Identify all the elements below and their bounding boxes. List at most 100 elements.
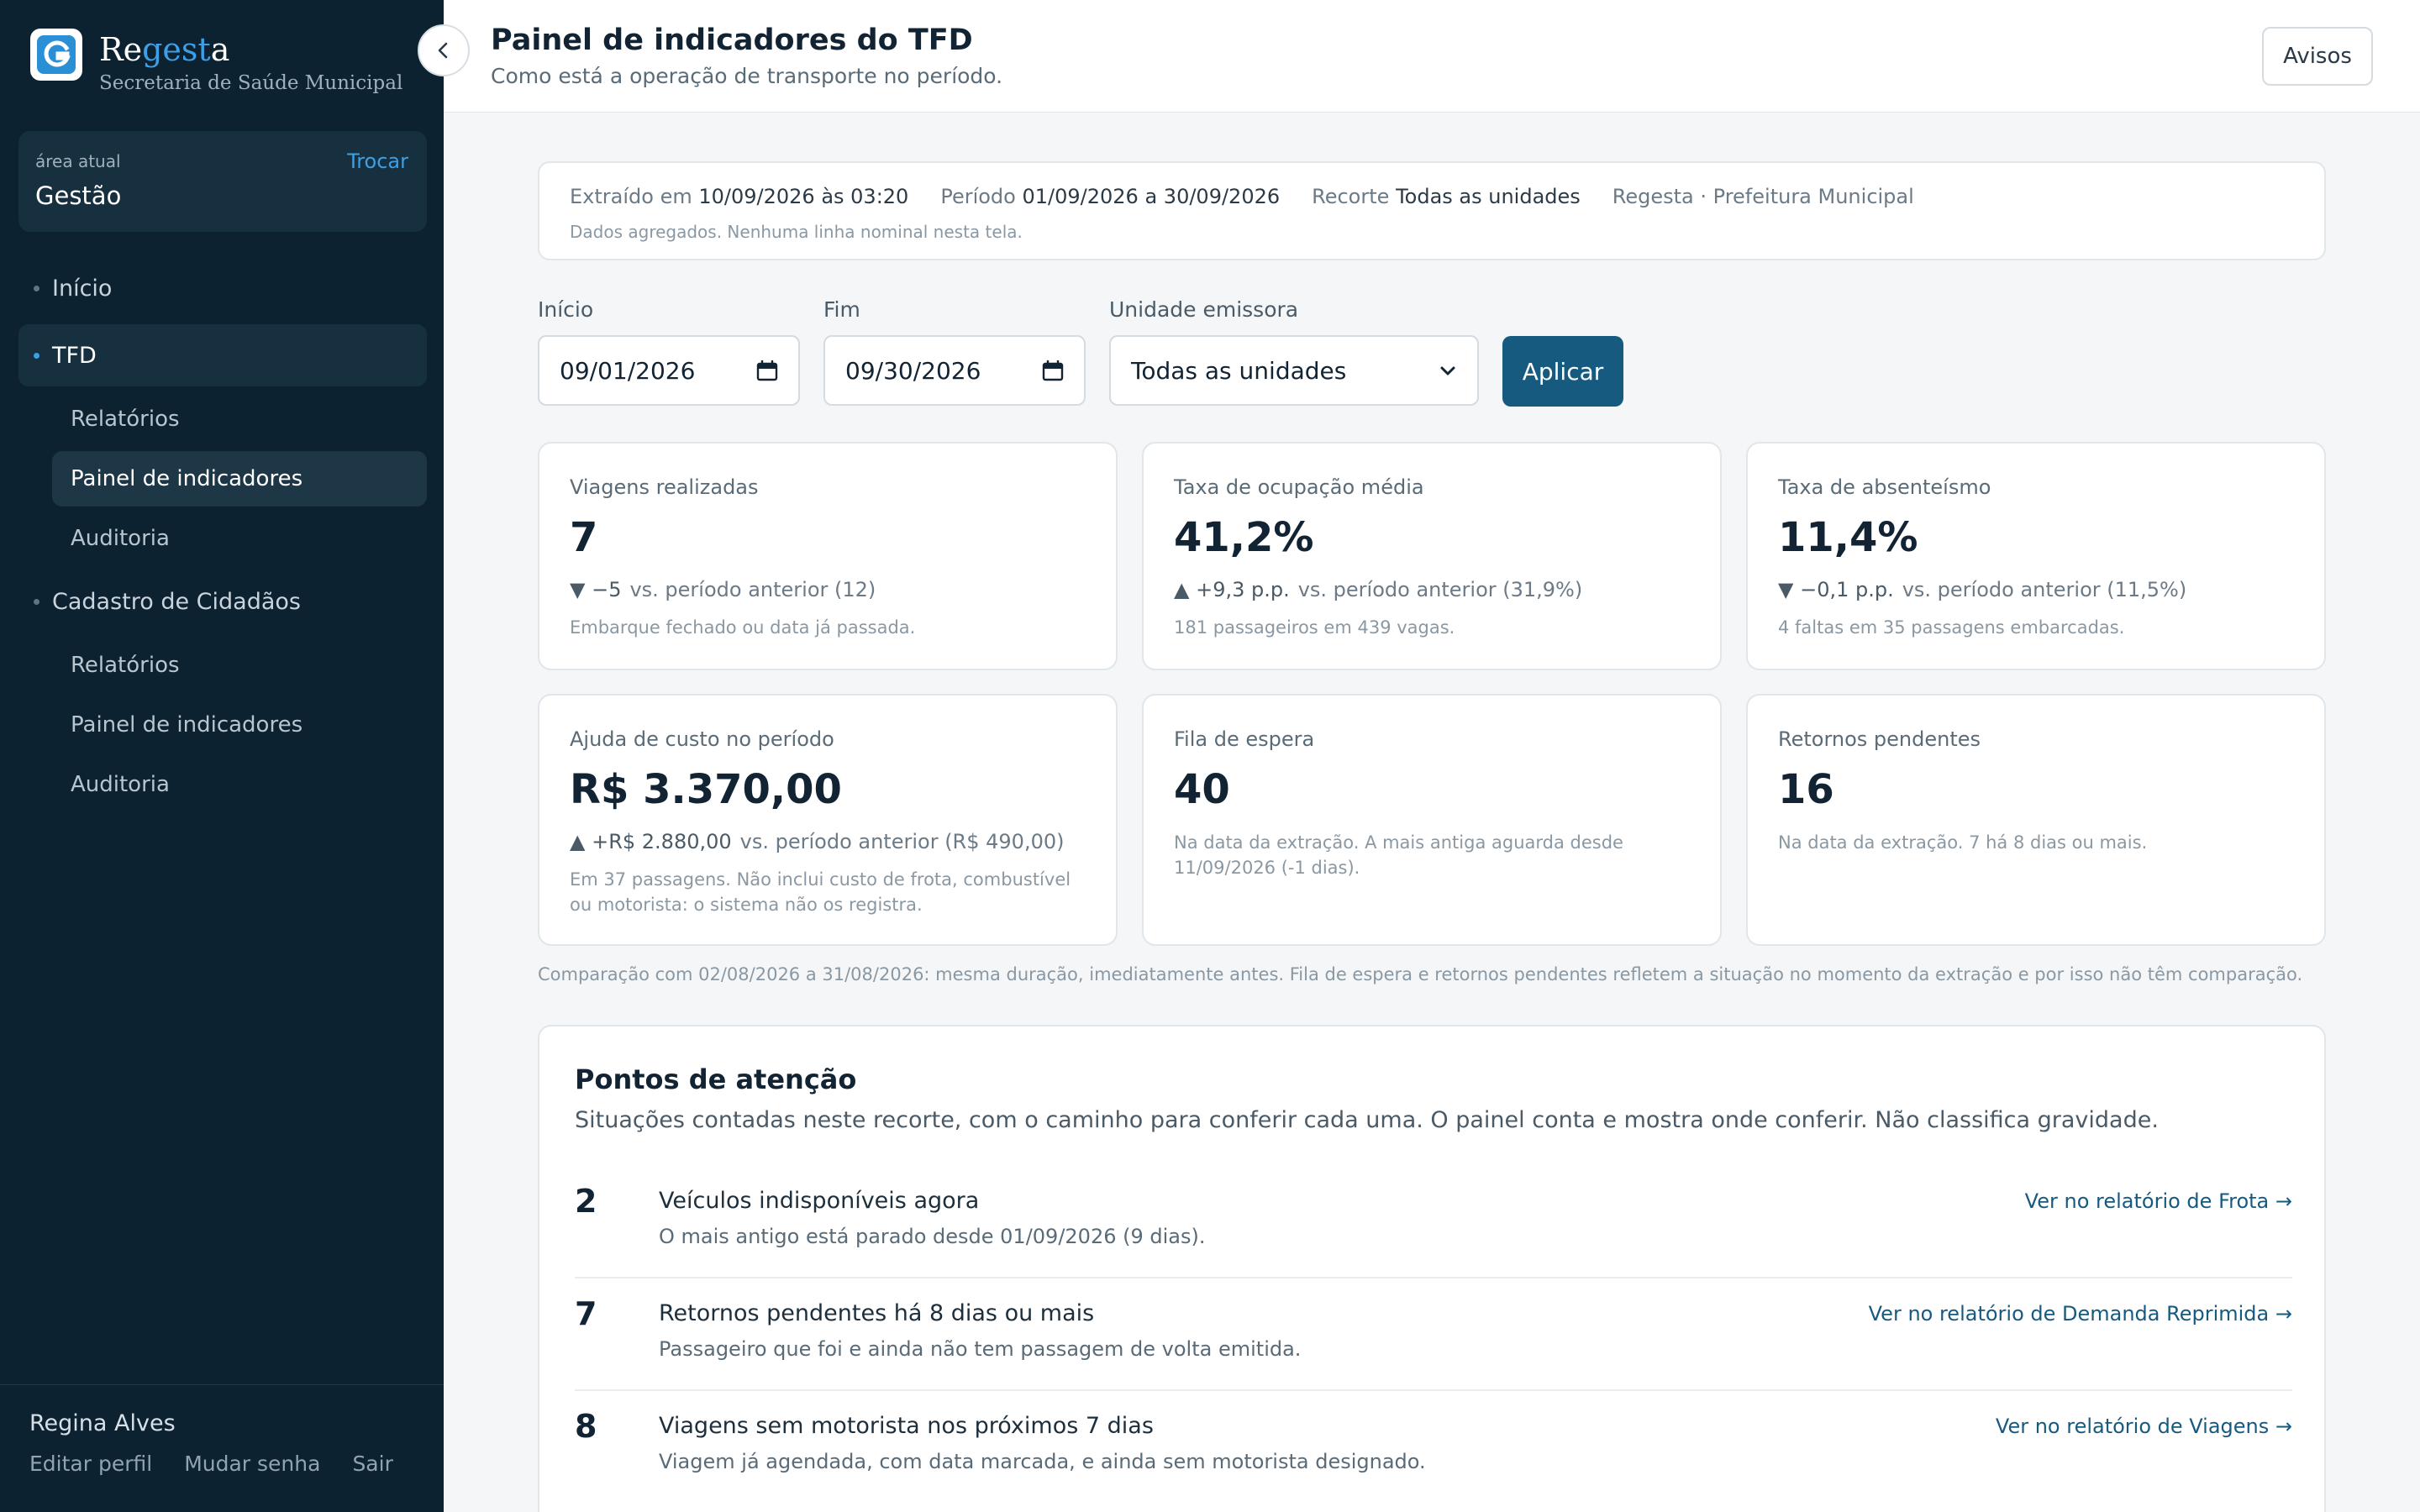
- sidebar-item-label: Cadastro de Cidadãos: [52, 588, 301, 615]
- attention-row: 7 Retornos pendentes há 8 dias ou mais P…: [575, 1278, 2292, 1391]
- current-area-box: área atual Gestão Trocar: [18, 131, 427, 232]
- sidebar-item-cadastro[interactable]: Cadastro de Cidadãos: [18, 570, 427, 633]
- chevron-down-icon: [1440, 366, 1455, 375]
- kpi-delta: ▼ −5 vs. período anterior (12): [570, 578, 876, 601]
- attention-subtitle: Situações contadas neste recorte, com o …: [575, 1107, 2159, 1133]
- report-link-demanda-reprimida[interactable]: Ver no relatório de Demanda Reprimida →: [1868, 1302, 2292, 1326]
- kpi-card-absenteeism: Taxa de absenteísmo 11,4% ▼ −0,1 p.p. vs.…: [1746, 442, 2326, 670]
- kpi-value: 7: [570, 514, 598, 561]
- kpi-delta: ▲ +R$ 2.880,00 vs. período anterior (R$ 4…: [570, 830, 1065, 853]
- report-link-frota[interactable]: Ver no relatório de Frota →: [2024, 1189, 2292, 1213]
- kpi-label: Taxa de ocupação média: [1174, 475, 1424, 499]
- kpi-note: 4 faltas em 35 passagens embarcadas.: [1778, 617, 2125, 638]
- kpi-label: Ajuda de custo no período: [570, 727, 834, 751]
- calendar-icon[interactable]: [1042, 360, 1064, 381]
- sidebar-footer: Regina Alves Editar perfil Mudar senha S…: [0, 1384, 444, 1476]
- user-name: Regina Alves: [29, 1410, 176, 1436]
- kpi-note: Na data da extração. 7 há 8 dias ou mais…: [1778, 832, 2148, 853]
- sidebar-subitem-tfd-auditoria[interactable]: Auditoria: [71, 526, 170, 551]
- kpi-value: 40: [1174, 766, 1230, 813]
- attention-row: 2 Veículos indisponíveis agora O mais an…: [575, 1166, 2292, 1278]
- attention-row-title: Retornos pendentes há 8 dias ou mais: [659, 1300, 1095, 1326]
- cut-value: Todas as unidades: [1396, 185, 1581, 208]
- attention-row-desc: Viagem já agendada, com data marcada, e …: [659, 1450, 1426, 1473]
- kpi-value: R$ 3.370,00: [570, 766, 842, 813]
- kpi-label: Taxa de absenteísmo: [1778, 475, 1991, 499]
- sidebar-item-label: Início: [52, 275, 113, 302]
- comparison-note: Comparação com 02/08/2026 a 31/08/2026: …: [538, 964, 2303, 984]
- page-subtitle: Como está a operação de transporte no pe…: [491, 64, 1003, 88]
- page-header: Painel de indicadores do TFD Como está a…: [444, 0, 2420, 113]
- period-value: 01/09/2026 a 30/09/2026: [1022, 185, 1281, 208]
- logout-link[interactable]: Sair: [352, 1452, 393, 1476]
- kpi-label: Fila de espera: [1174, 727, 1315, 751]
- regesta-logo-icon: [30, 29, 82, 81]
- brand-subtitle: Secretaria de Saúde Municipal: [99, 72, 403, 94]
- sidebar-subitem-cadastro-painel[interactable]: Painel de indicadores: [71, 712, 303, 738]
- kpi-label: Retornos pendentes: [1778, 727, 1981, 751]
- sidebar-nav: Início TFD Relatórios Painel de indicado…: [18, 257, 427, 816]
- unit-select-label: Unidade emissora: [1109, 297, 1299, 322]
- sidebar-item-inicio[interactable]: Início: [18, 257, 427, 319]
- calendar-icon[interactable]: [756, 360, 778, 381]
- attention-count: 7: [575, 1295, 597, 1332]
- bullet-icon: [34, 353, 39, 359]
- kpi-note: Na data da extração. A mais antiga aguar…: [1174, 832, 1623, 878]
- extracted-at-value: 10/09/2026 às 03:20: [698, 185, 909, 208]
- edit-profile-link[interactable]: Editar perfil: [29, 1452, 153, 1476]
- collapse-sidebar-button[interactable]: [418, 24, 470, 76]
- kpi-value: 41,2%: [1174, 514, 1314, 561]
- attention-row: 8 Viagens sem motorista nos próximos 7 d…: [575, 1391, 2292, 1504]
- attention-count: 2: [575, 1183, 597, 1220]
- attention-row-title: Veículos indisponíveis agora: [659, 1188, 980, 1214]
- sidebar-subitem-cadastro-relatorios[interactable]: Relatórios: [71, 653, 180, 678]
- chevron-left-icon: [438, 42, 448, 59]
- aggregated-data-note: Dados agregados. Nenhuma linha nominal n…: [570, 222, 1023, 242]
- attention-count: 8: [575, 1408, 597, 1445]
- bullet-icon: [34, 599, 39, 605]
- sidebar-subitem-cadastro-auditoria[interactable]: Auditoria: [71, 772, 170, 797]
- kpi-delta: ▼ −0,1 p.p. vs. período anterior (11,5%): [1778, 578, 2187, 601]
- alerts-button[interactable]: Avisos: [2262, 27, 2373, 86]
- sidebar-subitem-tfd-relatorios[interactable]: Relatórios: [71, 407, 180, 432]
- brand[interactable]: Regesta Secretaria de Saúde Municipal: [30, 29, 402, 94]
- end-date-input[interactable]: 09/30/2026: [823, 335, 1086, 406]
- kpi-note: 181 passageiros em 439 vagas.: [1174, 617, 1455, 638]
- sidebar-item-label: TFD: [52, 342, 97, 369]
- attention-row-title: Viagens sem motorista nos próximos 7 dia…: [659, 1413, 1154, 1439]
- kpi-value: 11,4%: [1778, 514, 1918, 561]
- sidebar-subitem-tfd-painel[interactable]: Painel de indicadores: [52, 451, 427, 507]
- current-area-label: área atual: [35, 151, 121, 171]
- kpi-card-trips: Viagens realizadas 7 ▼ −5 vs. período ant…: [538, 442, 1118, 670]
- kpi-card-pending-returns: Retornos pendentes 16 Na data da extraçã…: [1746, 694, 2326, 946]
- switch-area-link[interactable]: Trocar: [347, 150, 408, 173]
- report-link-viagens[interactable]: Ver no relatório de Viagens →: [1995, 1415, 2292, 1438]
- kpi-card-cost-aid: Ajuda de custo no período R$ 3.370,00 ▲ …: [538, 694, 1118, 946]
- bullet-icon: [34, 286, 39, 291]
- attention-points-panel: Pontos de atenção Situações contadas nes…: [538, 1025, 2326, 1512]
- apply-button[interactable]: Aplicar: [1502, 336, 1623, 407]
- kpi-value: 16: [1778, 766, 1834, 813]
- attention-row-desc: Passageiro que foi e ainda não tem passa…: [659, 1337, 1302, 1361]
- brand-name: Regesta: [99, 31, 230, 68]
- kpi-note: Embarque fechado ou data já passada.: [570, 617, 916, 638]
- kpi-note: Em 37 passagens. Não inclui custo de fro…: [570, 869, 1071, 915]
- kpi-card-waiting-queue: Fila de espera 40 Na data da extração. A…: [1142, 694, 1722, 946]
- extraction-info-box: Extraído em 10/09/2026 às 03:20 Período 0…: [538, 161, 2326, 260]
- change-password-link[interactable]: Mudar senha: [184, 1452, 321, 1476]
- attention-title: Pontos de atenção: [575, 1063, 857, 1095]
- sidebar-item-tfd[interactable]: TFD: [18, 324, 427, 386]
- attention-row-desc: O mais antigo está parado desde 01/09/20…: [659, 1225, 1206, 1248]
- extraction-info-line: Extraído em 10/09/2026 às 03:20 Período 0…: [570, 185, 1914, 208]
- start-date-input[interactable]: 09/01/2026: [538, 335, 800, 406]
- page-title: Painel de indicadores do TFD: [491, 24, 973, 57]
- current-area-value: Gestão: [35, 181, 122, 210]
- unit-select[interactable]: Todas as unidades: [1109, 335, 1479, 406]
- end-date-label: Fim: [823, 297, 860, 322]
- kpi-card-occupancy: Taxa de ocupação média 41,2% ▲ +9,3 p.p.…: [1142, 442, 1722, 670]
- org-name: Regesta · Prefeitura Municipal: [1612, 185, 1914, 208]
- sidebar: Regesta Secretaria de Saúde Municipal ár…: [0, 0, 444, 1512]
- start-date-label: Início: [538, 297, 594, 322]
- kpi-label: Viagens realizadas: [570, 475, 759, 499]
- kpi-delta: ▲ +9,3 p.p. vs. período anterior (31,9%): [1174, 578, 1583, 601]
